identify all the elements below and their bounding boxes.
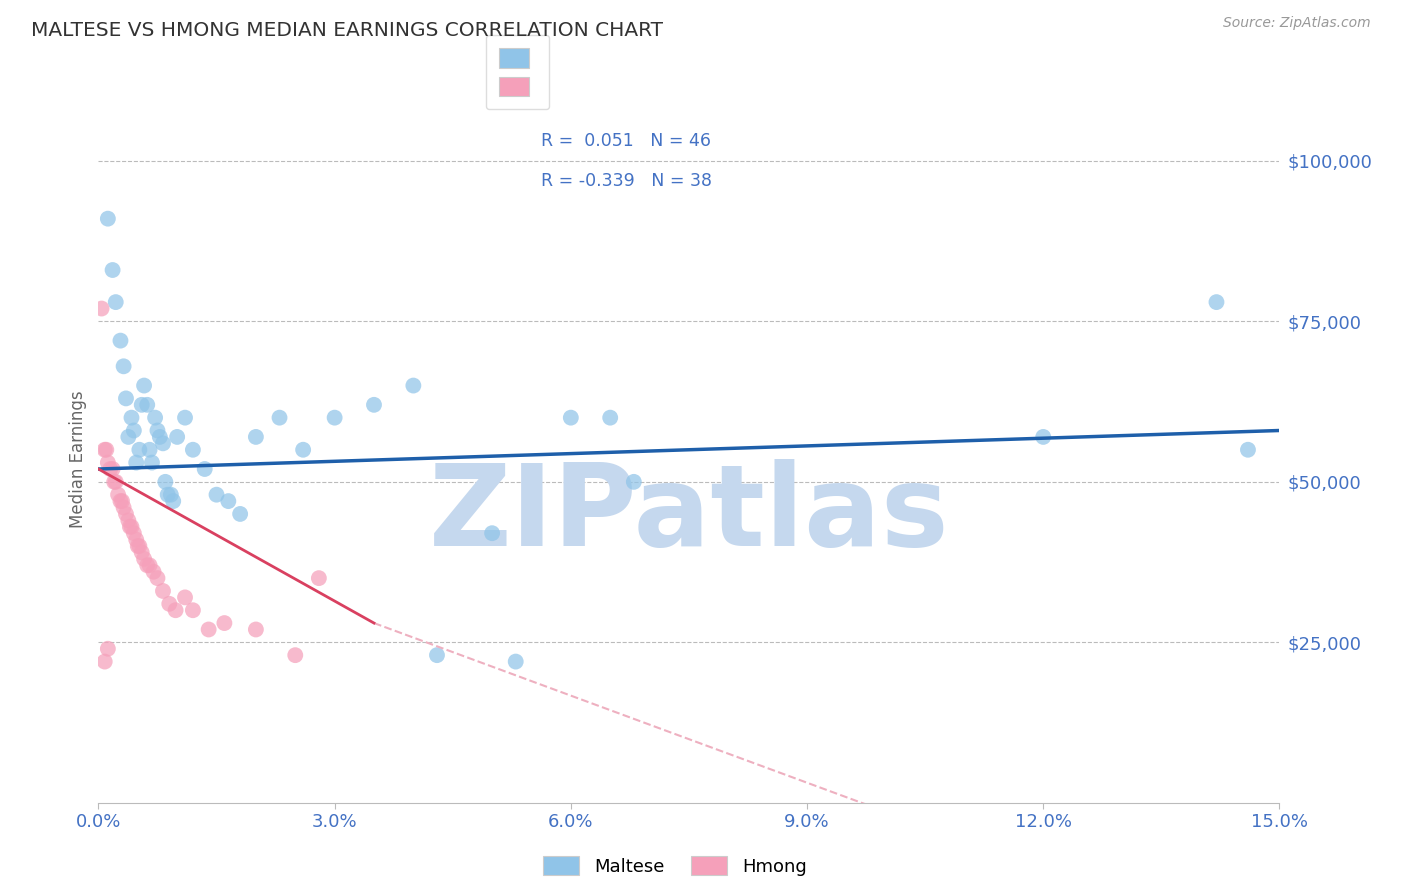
Point	[166, 430, 188, 444]
Legend: Maltese, Hmong: Maltese, Hmong	[536, 849, 814, 883]
Point	[245, 623, 267, 637]
Point	[132, 552, 155, 566]
Point	[90, 301, 112, 316]
Point	[426, 648, 449, 662]
Point	[156, 488, 179, 502]
Point	[101, 263, 124, 277]
Point	[146, 424, 169, 438]
Point	[96, 442, 118, 457]
Point	[112, 359, 135, 374]
Point	[146, 571, 169, 585]
Point	[162, 494, 184, 508]
Point	[308, 571, 330, 585]
Point	[141, 456, 163, 470]
Point	[197, 623, 219, 637]
Point	[284, 648, 307, 662]
Point	[174, 591, 197, 605]
Point	[323, 410, 346, 425]
Point	[205, 488, 228, 502]
Point	[97, 456, 120, 470]
Point	[136, 398, 159, 412]
Point	[217, 494, 239, 508]
Point	[1205, 295, 1227, 310]
Point	[125, 456, 148, 470]
Point	[143, 410, 166, 425]
Y-axis label: Median Earnings: Median Earnings	[69, 391, 87, 528]
Point	[127, 539, 149, 553]
Point	[245, 430, 267, 444]
Text: ZIPatlas: ZIPatlas	[429, 458, 949, 570]
Point	[214, 616, 236, 631]
Point	[149, 430, 172, 444]
Point	[115, 507, 138, 521]
Point	[402, 378, 425, 392]
Point	[142, 565, 165, 579]
Point	[128, 539, 150, 553]
Point	[138, 442, 160, 457]
Text: MALTESE VS HMONG MEDIAN EARNINGS CORRELATION CHART: MALTESE VS HMONG MEDIAN EARNINGS CORRELA…	[31, 21, 664, 39]
Point	[132, 378, 155, 392]
Text: Source: ZipAtlas.com: Source: ZipAtlas.com	[1223, 16, 1371, 30]
Point	[110, 334, 132, 348]
Point	[97, 211, 120, 226]
Point	[152, 584, 174, 599]
Point	[160, 488, 183, 502]
Point	[152, 436, 174, 450]
Point	[117, 513, 139, 527]
Point	[174, 410, 197, 425]
Point	[181, 442, 204, 457]
Point	[121, 410, 143, 425]
Point	[98, 462, 121, 476]
Point	[481, 526, 503, 541]
Point	[1237, 442, 1260, 457]
Point	[103, 475, 125, 489]
Point	[131, 398, 153, 412]
Point	[107, 488, 129, 502]
Point	[138, 558, 160, 573]
Point	[101, 462, 124, 476]
Point	[599, 410, 621, 425]
Point	[155, 475, 177, 489]
Point	[128, 442, 150, 457]
Text: R = -0.339   N = 38: R = -0.339 N = 38	[541, 172, 713, 190]
Point	[121, 520, 143, 534]
Point	[229, 507, 252, 521]
Point	[93, 655, 115, 669]
Point	[112, 500, 135, 515]
Point	[292, 442, 315, 457]
Point	[136, 558, 159, 573]
Point	[118, 520, 141, 534]
Point	[122, 424, 145, 438]
Point	[194, 462, 217, 476]
Point	[104, 295, 127, 310]
Point	[117, 430, 139, 444]
Point	[269, 410, 291, 425]
Point	[181, 603, 204, 617]
Point	[111, 494, 134, 508]
Point	[363, 398, 385, 412]
Point	[623, 475, 645, 489]
Point	[131, 545, 153, 559]
Point	[505, 655, 527, 669]
Point	[104, 475, 127, 489]
Point	[165, 603, 187, 617]
Point	[560, 410, 582, 425]
Point	[93, 442, 115, 457]
Text: R =  0.051   N = 46: R = 0.051 N = 46	[541, 132, 711, 151]
Legend: , : ,	[486, 35, 550, 110]
Point	[1032, 430, 1054, 444]
Point	[110, 494, 132, 508]
Point	[125, 533, 148, 547]
Point	[157, 597, 180, 611]
Point	[97, 641, 120, 656]
Point	[122, 526, 145, 541]
Point	[115, 392, 138, 406]
